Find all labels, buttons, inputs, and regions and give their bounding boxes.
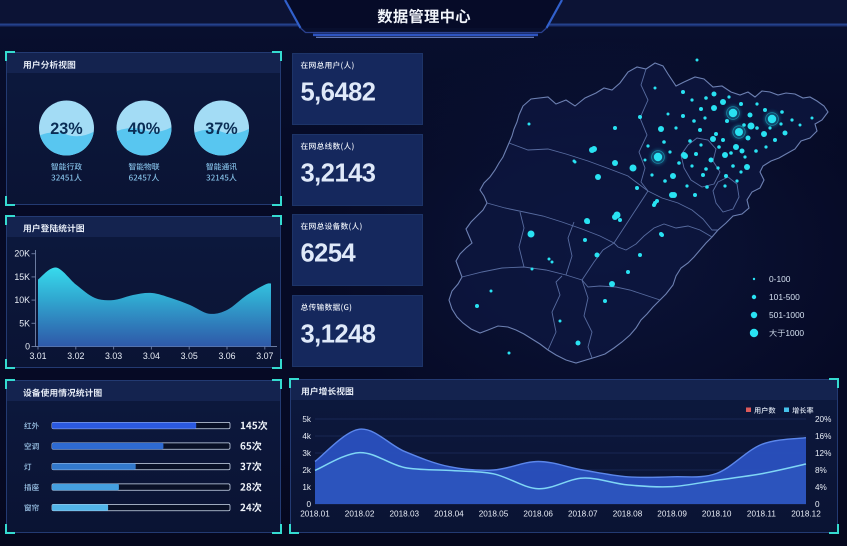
svg-text:2k: 2k [302,466,312,475]
svg-text:3.06: 3.06 [218,351,235,361]
svg-text:3.04: 3.04 [143,351,160,361]
svg-text:2018.06: 2018.06 [523,510,553,519]
svg-text:5k: 5k [302,415,312,424]
svg-text:0: 0 [306,500,311,509]
svg-text:5K: 5K [19,318,30,328]
svg-text:0: 0 [815,500,820,509]
svg-text:3.03: 3.03 [105,351,122,361]
svg-text:3,1248: 3,1248 [301,321,376,349]
svg-text:8%: 8% [815,466,827,475]
svg-text:4%: 4% [815,483,827,492]
svg-text:15K: 15K [14,272,30,282]
svg-text:20K: 20K [14,249,30,259]
svg-text:2018.12: 2018.12 [791,510,821,519]
svg-text:3.02: 3.02 [67,351,84,361]
svg-text:3,2143: 3,2143 [301,159,376,187]
svg-text:3.05: 3.05 [181,351,198,361]
svg-text:4k: 4k [302,432,312,441]
svg-text:101-500: 101-500 [769,292,800,302]
svg-text:2018.05: 2018.05 [479,510,509,519]
svg-text:1k: 1k [302,483,312,492]
svg-text:2018.11: 2018.11 [747,510,776,519]
svg-text:0: 0 [25,342,30,352]
svg-text:10K: 10K [14,295,30,305]
svg-text:6254: 6254 [301,240,357,268]
svg-text:3.07: 3.07 [256,351,273,361]
svg-text:2018.10: 2018.10 [702,510,732,519]
svg-text:501-1000: 501-1000 [769,310,805,320]
svg-text:12%: 12% [815,449,831,458]
svg-text:2018.09: 2018.09 [657,510,687,519]
svg-text:37%: 37% [205,120,237,138]
svg-text:2018.01: 2018.01 [300,510,330,519]
svg-text:2018.07: 2018.07 [568,510,598,519]
svg-text:2018.08: 2018.08 [613,510,643,519]
svg-text:20%: 20% [815,415,831,424]
svg-text:0-100: 0-100 [769,274,791,284]
svg-text:3.01: 3.01 [29,351,46,361]
svg-text:2018.03: 2018.03 [389,510,419,519]
svg-text:5,6482: 5,6482 [301,79,376,107]
svg-text:3k: 3k [302,449,312,458]
svg-text:2018.04: 2018.04 [434,510,464,519]
svg-text:16%: 16% [815,432,831,441]
svg-text:40%: 40% [128,120,160,138]
svg-text:23%: 23% [50,120,82,138]
svg-text:2018.02: 2018.02 [345,510,375,519]
svg-text:1000: 1000 [785,328,804,338]
